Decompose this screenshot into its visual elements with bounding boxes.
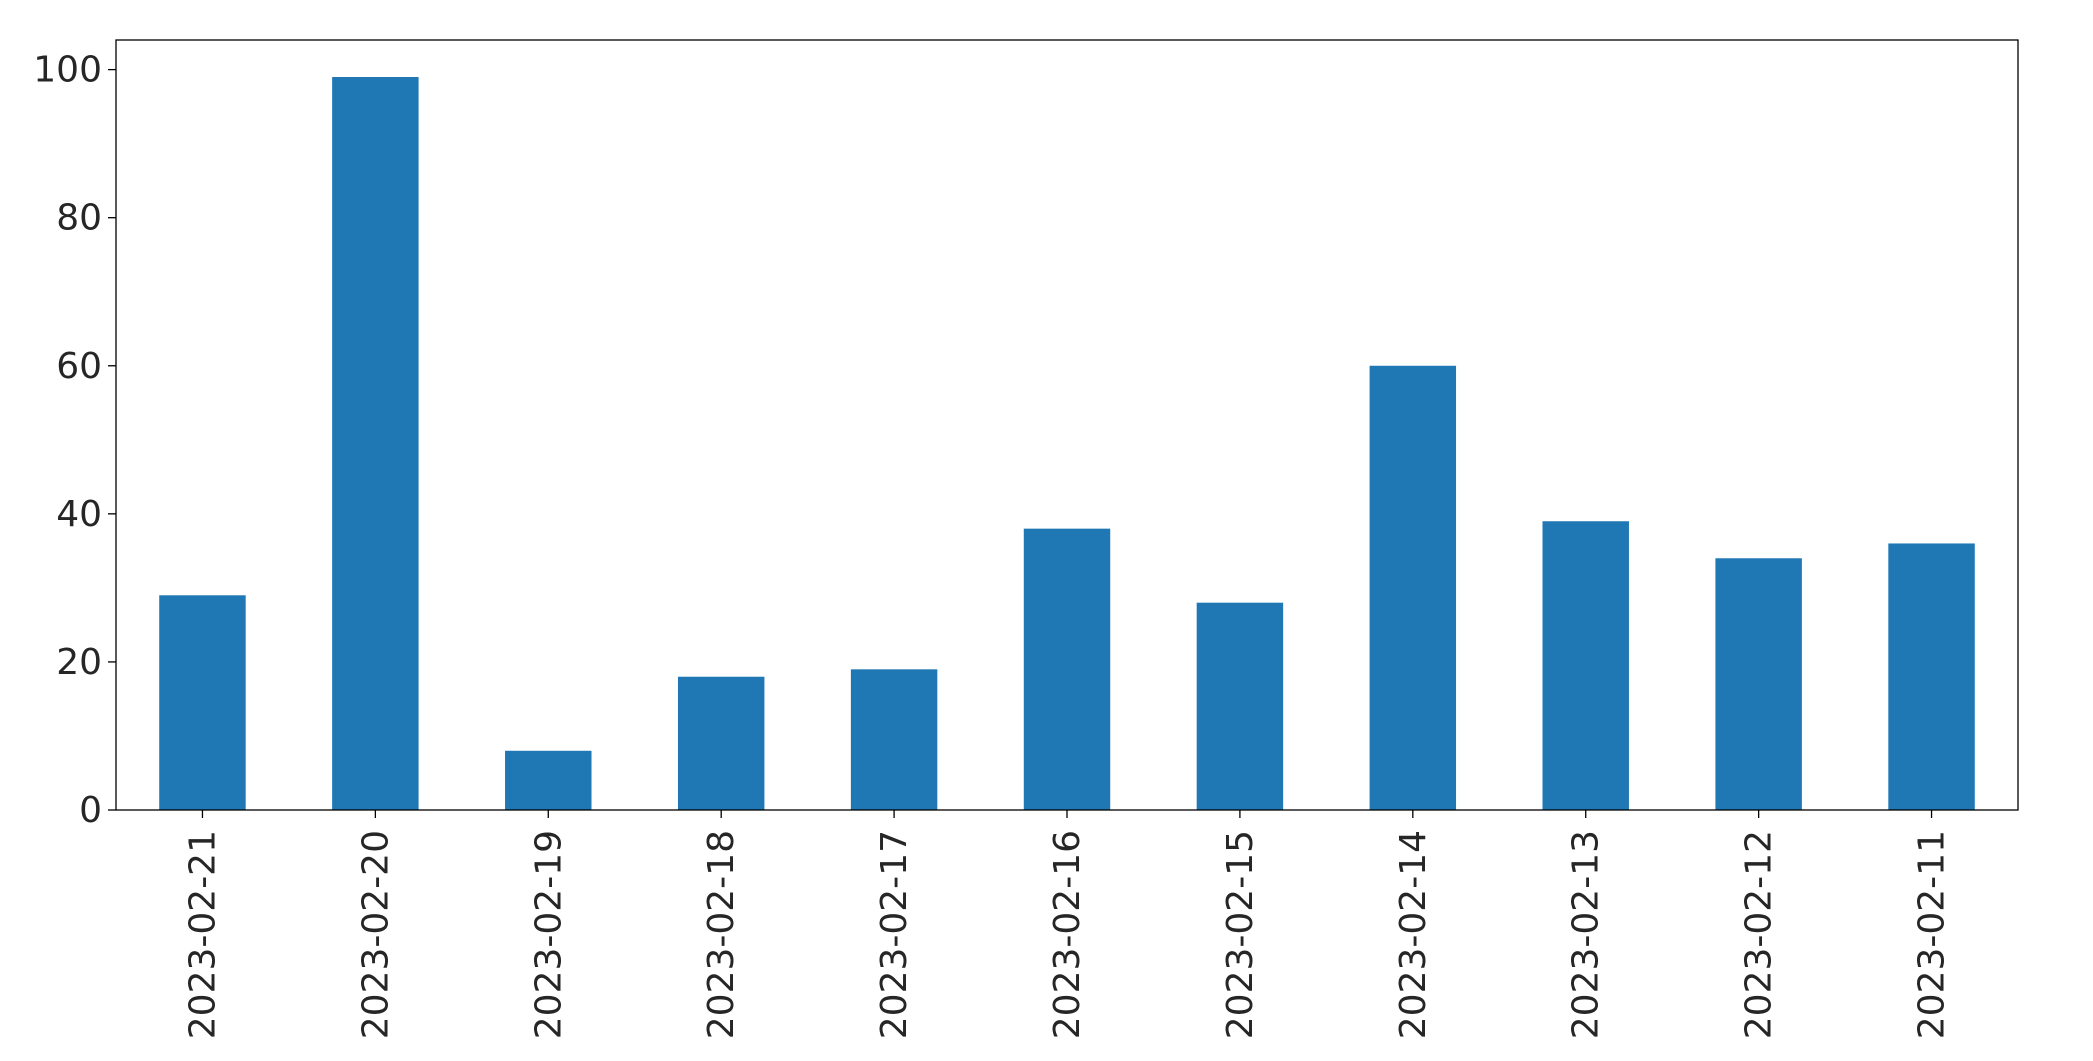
- plot-frame: [115, 39, 2019, 811]
- x-tick-label: 2023-02-14: [1393, 830, 1434, 1039]
- x-tick-label: 2023-02-16: [1047, 830, 1088, 1039]
- y-tick-label: 20: [56, 642, 102, 683]
- bar-2023-02-19: [505, 750, 592, 810]
- bar-2023-02-12: [1715, 558, 1802, 810]
- x-tick-label: 2023-02-18: [701, 830, 742, 1039]
- y-tick-label: 60: [56, 346, 102, 387]
- bars-group: [159, 77, 1975, 811]
- x-tick-label: 2023-02-20: [355, 830, 396, 1039]
- y-tick-label: 40: [56, 494, 102, 535]
- bar-2023-02-21: [159, 595, 246, 810]
- x-axis: 2023-02-21 2023-02-20 2023-02-19 2023-02-18…: [182, 810, 1953, 1039]
- x-tick-label: 2023-02-12: [1739, 830, 1780, 1039]
- y-tick-label: 80: [56, 198, 102, 239]
- y-tick-label: 0: [79, 790, 102, 831]
- bar-2023-02-15: [1196, 602, 1284, 810]
- x-tick-label: 2023-02-21: [182, 830, 223, 1039]
- x-tick-label: 2023-02-15: [1220, 830, 1261, 1039]
- bar-2023-02-16: [1023, 528, 1111, 810]
- x-tick-label: 2023-02-19: [528, 830, 569, 1039]
- y-tick-label: 100: [33, 50, 102, 91]
- x-tick-label: 2023-02-11: [1912, 830, 1953, 1039]
- bar-2023-02-13: [1542, 521, 1629, 810]
- bar-2023-02-11: [1888, 543, 1975, 810]
- bar-2023-02-20: [332, 77, 419, 811]
- y-axis: 0 20 40 60 80 100: [33, 50, 116, 831]
- x-tick-label: 2023-02-17: [874, 830, 915, 1039]
- bar-2023-02-17: [850, 669, 938, 810]
- x-tick-label: 2023-02-13: [1566, 830, 1607, 1039]
- bar-2023-02-18: [677, 676, 765, 810]
- bar-2023-02-14: [1369, 365, 1457, 810]
